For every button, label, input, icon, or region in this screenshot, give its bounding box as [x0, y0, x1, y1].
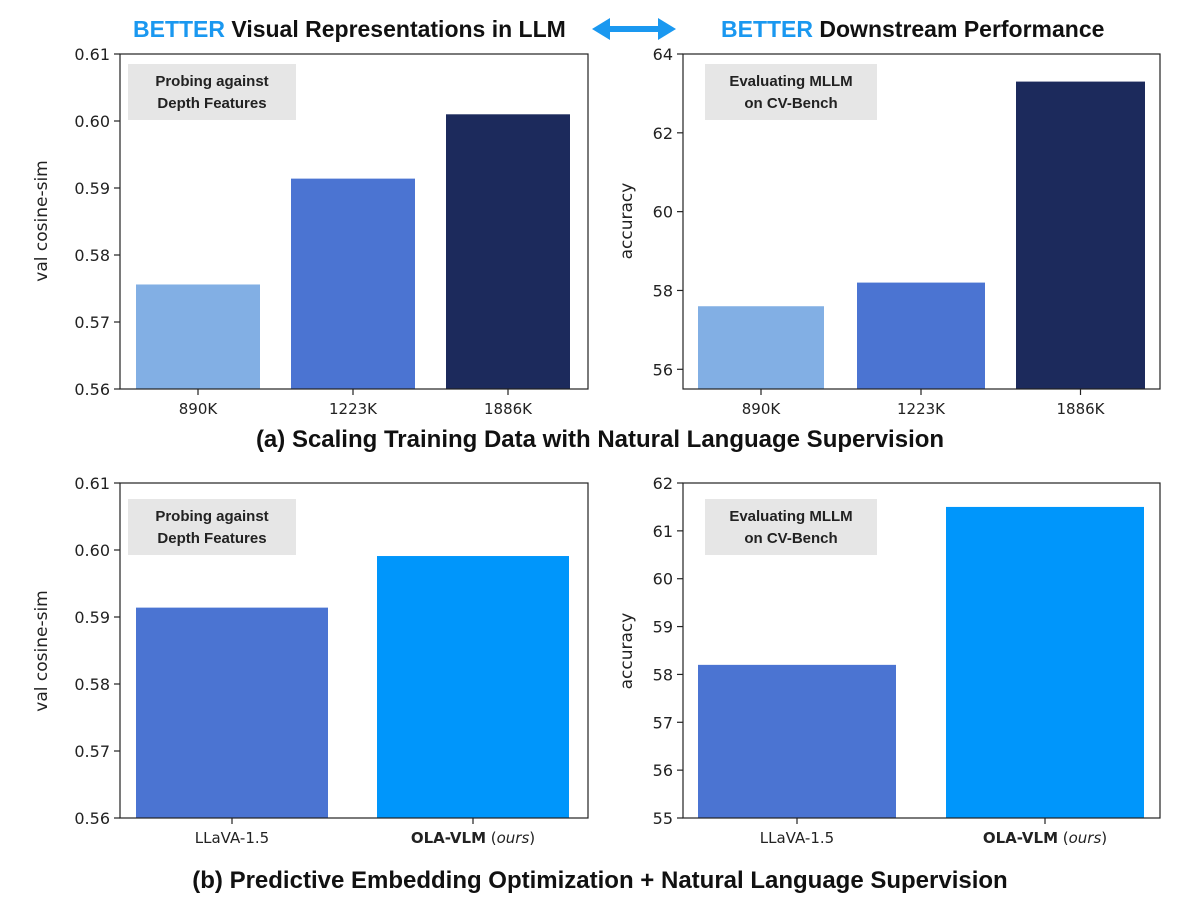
chart-a-cosine-sim: 0.56 0.57 0.58 0.59 0.60 0.61 890K 1223K 1886K va… — [32, 45, 589, 418]
plot-frame — [682, 482, 1161, 819]
y-tick-label: 60 — [653, 203, 673, 222]
header-left-accent: BETTER — [133, 16, 225, 42]
bar-2 — [377, 556, 569, 818]
y-tick-label: 0.59 — [74, 608, 110, 627]
chart-b-accuracy: 55 56 57 58 59 60 61 62 LLaVA-1.5 OLA-VLM (ours) a… — [617, 474, 1161, 847]
y-tick-label: 61 — [653, 522, 673, 541]
header-right-text: Downstream Performance — [813, 16, 1104, 42]
x-tick-label: OLA-VLM (ours) — [983, 829, 1107, 847]
annotation-line: Probing against — [155, 508, 268, 525]
x-tick-label: LLaVA-1.5 — [195, 829, 269, 847]
chart-a-accuracy: 56 58 60 62 64 890K 1223K 1886K accuracy Evaluati… — [617, 45, 1161, 418]
y-tick-label: 0.59 — [74, 179, 110, 198]
annotation-box: Probing against Depth Features — [128, 499, 296, 555]
y-tick-label: 0.58 — [74, 675, 110, 694]
header-left-text: Visual Representations in LLM — [225, 16, 566, 42]
x-tick-label: 1886K — [1056, 400, 1105, 418]
x-tick-label: 1223K — [897, 400, 946, 418]
y-tick-label: 0.56 — [74, 809, 110, 828]
y-tick-label: 58 — [653, 665, 673, 684]
annotation-line: Evaluating MLLM — [729, 508, 852, 525]
y-tick-label: 0.56 — [74, 380, 110, 399]
annotation-box: Evaluating MLLM on CV-Bench — [705, 64, 877, 120]
bar-3 — [446, 114, 570, 390]
bar-1 — [698, 306, 824, 389]
y-tick-label: 0.61 — [74, 45, 110, 64]
bar-2 — [857, 282, 985, 389]
annotation-line: on CV-Bench — [744, 530, 837, 547]
y-axis-label: accuracy — [617, 613, 637, 690]
y-tick-label: 0.60 — [74, 541, 110, 560]
y-tick-label: 0.58 — [74, 246, 110, 265]
caption-a: (a) Scaling Training Data with Natural L… — [256, 426, 944, 453]
y-tick-label: 62 — [653, 124, 673, 143]
annotation-line: Depth Features — [157, 95, 266, 112]
annotation-box: Evaluating MLLM on CV-Bench — [705, 499, 877, 555]
bar-3 — [1016, 81, 1145, 390]
y-tick-label: 59 — [653, 618, 673, 637]
y-tick-label: 62 — [653, 474, 673, 493]
double-arrow-icon — [592, 18, 676, 40]
header-right-accent: BETTER — [721, 16, 813, 42]
y-tick-label: 57 — [653, 713, 673, 732]
bar-1 — [136, 607, 328, 818]
y-tick-label: 0.57 — [74, 313, 110, 332]
y-tick-label: 0.61 — [74, 474, 110, 493]
x-tick-label: LLaVA-1.5 — [760, 829, 834, 847]
header-left: BETTER Visual Representations in LLM — [133, 16, 566, 42]
y-tick-label: 64 — [653, 45, 673, 64]
bar-2 — [946, 506, 1144, 818]
annotation-line: Probing against — [155, 73, 268, 90]
y-tick-label: 56 — [653, 761, 673, 780]
y-axis-label: val cosine-sim — [32, 160, 52, 281]
x-tick-label: 890K — [179, 400, 219, 418]
y-axis-label: accuracy — [617, 183, 637, 260]
y-tick-label: 60 — [653, 570, 673, 589]
plot-frame — [119, 482, 589, 819]
x-tick-label: OLA-VLM (ours) — [411, 829, 535, 847]
x-tick-label: 1223K — [329, 400, 378, 418]
chart-b-cosine-sim: 0.56 0.57 0.58 0.59 0.60 0.61 LLaVA-1.5 OLA-VLM… — [32, 474, 589, 847]
y-tick-label: 0.57 — [74, 742, 110, 761]
annotation-line: Depth Features — [157, 530, 266, 547]
annotation-line: on CV-Bench — [744, 95, 837, 112]
y-tick-label: 55 — [653, 809, 673, 828]
y-axis-label: val cosine-sim — [32, 590, 52, 711]
annotation-box: Probing against Depth Features — [128, 64, 296, 120]
y-tick-label: 0.60 — [74, 112, 110, 131]
annotation-line: Evaluating MLLM — [729, 73, 852, 90]
x-tick-label: 890K — [742, 400, 782, 418]
plot-frame — [119, 53, 589, 390]
y-tick-label: 56 — [653, 360, 673, 379]
bar-1 — [698, 664, 896, 818]
y-tick-label: 58 — [653, 281, 673, 300]
header-right: BETTER Downstream Performance — [721, 16, 1104, 42]
bar-2 — [291, 178, 415, 389]
caption-b: (b) Predictive Embedding Optimization + … — [192, 867, 1007, 894]
x-tick-label: 1886K — [484, 400, 533, 418]
bar-1 — [136, 284, 260, 389]
